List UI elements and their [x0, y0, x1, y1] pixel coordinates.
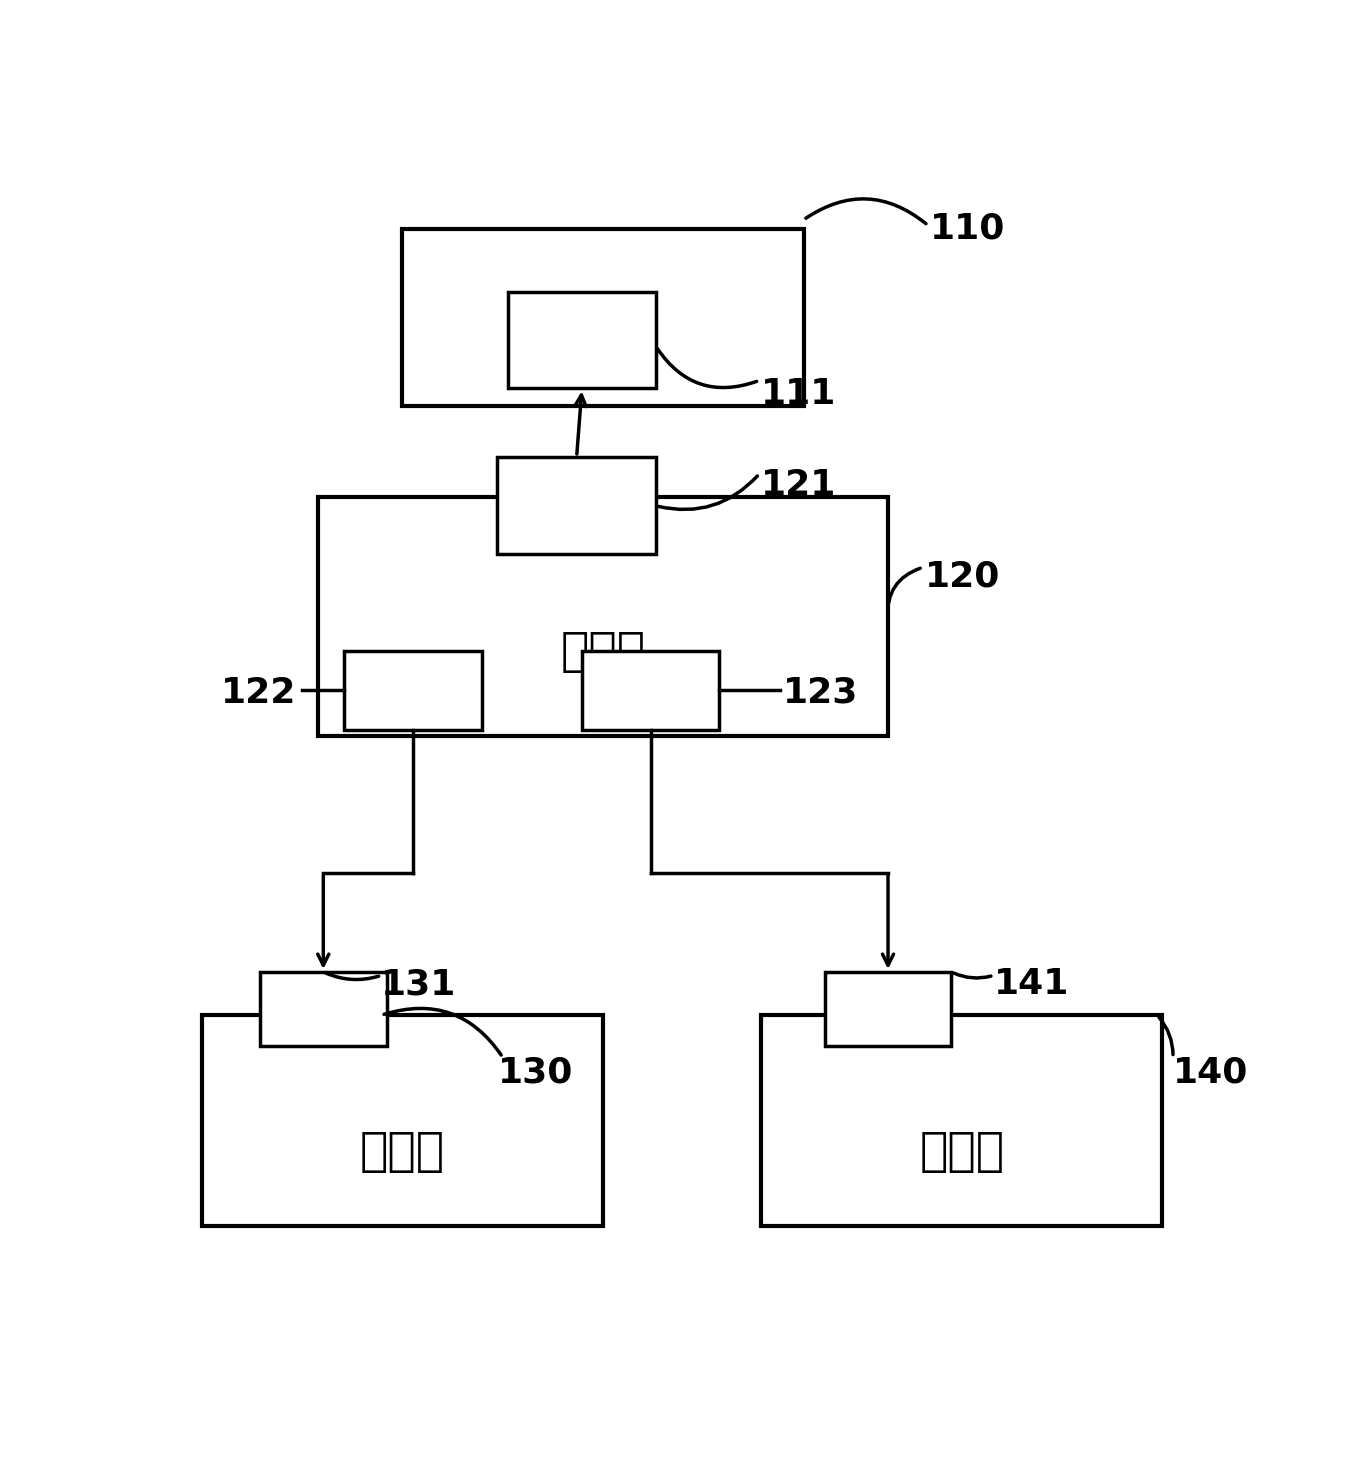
- Text: 印表机: 印表机: [360, 1129, 445, 1175]
- Text: 123: 123: [782, 676, 858, 710]
- FancyBboxPatch shape: [260, 972, 387, 1046]
- FancyBboxPatch shape: [345, 651, 482, 730]
- Text: 扫描器: 扫描器: [919, 1129, 1004, 1175]
- FancyBboxPatch shape: [824, 972, 951, 1046]
- Text: 131: 131: [381, 968, 456, 1002]
- Text: 110: 110: [930, 212, 1005, 246]
- Text: 111: 111: [761, 377, 836, 411]
- Text: 集线器: 集线器: [561, 630, 646, 675]
- FancyBboxPatch shape: [319, 497, 888, 736]
- FancyBboxPatch shape: [403, 229, 804, 406]
- FancyBboxPatch shape: [497, 457, 655, 554]
- FancyBboxPatch shape: [202, 1015, 603, 1225]
- FancyBboxPatch shape: [761, 1015, 1163, 1225]
- Text: 122: 122: [221, 676, 297, 710]
- Text: 120: 120: [925, 559, 1000, 593]
- Text: 130: 130: [497, 1055, 573, 1089]
- FancyBboxPatch shape: [508, 292, 656, 388]
- FancyBboxPatch shape: [582, 651, 719, 730]
- Text: 141: 141: [993, 968, 1069, 1002]
- Text: 主机: 主机: [575, 321, 632, 366]
- Text: 140: 140: [1173, 1055, 1249, 1089]
- Text: 121: 121: [761, 468, 836, 502]
